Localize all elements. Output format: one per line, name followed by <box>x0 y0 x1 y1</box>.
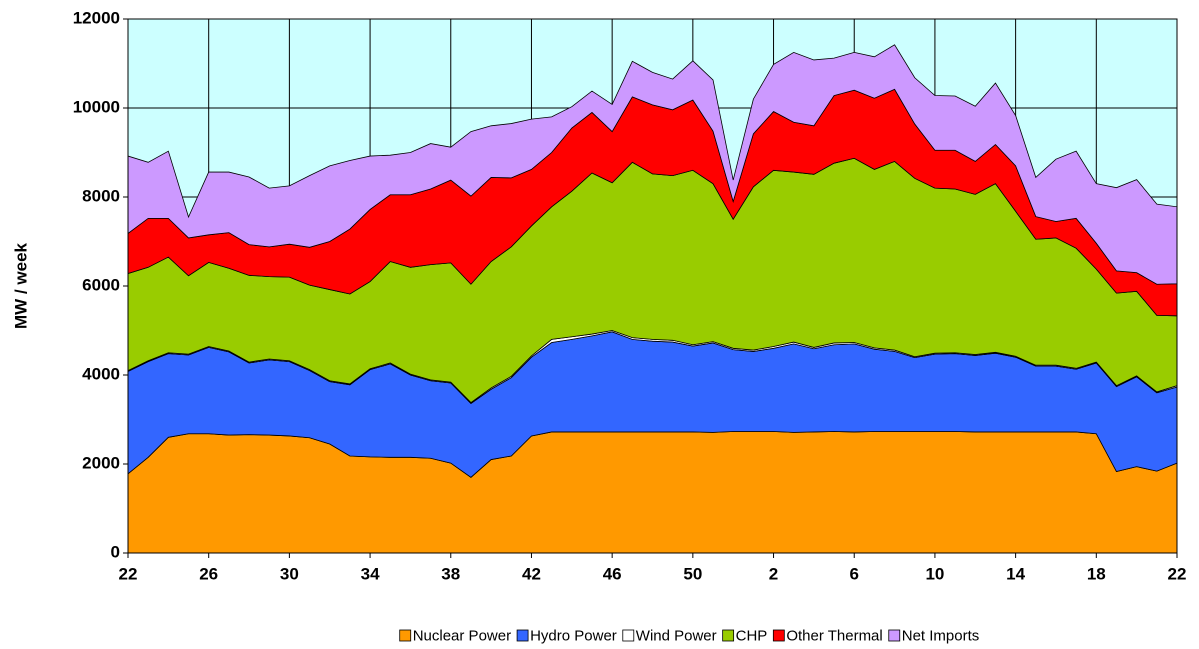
y-tick-label: 12000 <box>73 8 120 27</box>
x-tick-label: 22 <box>119 564 138 583</box>
x-tick-label: 30 <box>280 564 299 583</box>
x-tick-label: 22 <box>1168 564 1187 583</box>
legend-swatch <box>722 629 735 642</box>
legend-label: Wind Power <box>636 627 717 644</box>
legend-label: Nuclear Power <box>413 627 511 644</box>
x-tick-label: 14 <box>1006 564 1025 583</box>
x-tick-label: 42 <box>522 564 541 583</box>
legend-label: Other Thermal <box>786 627 882 644</box>
legend-swatch <box>516 629 529 642</box>
y-tick-label: 8000 <box>82 186 120 205</box>
x-tick-label: 6 <box>849 564 858 583</box>
legend-label: CHP <box>736 627 768 644</box>
x-tick-label: 46 <box>603 564 622 583</box>
x-tick-label: 26 <box>199 564 218 583</box>
area <box>127 431 1178 554</box>
y-tick-label: 0 <box>111 542 120 561</box>
legend-label: Hydro Power <box>530 627 617 644</box>
y-tick-label: 4000 <box>82 364 120 383</box>
x-tick-label: 38 <box>441 564 460 583</box>
legend-label: Net Imports <box>902 627 980 644</box>
x-tick-label: 34 <box>361 564 380 583</box>
x-tick-label: 10 <box>925 564 944 583</box>
legend-swatch <box>399 629 412 642</box>
x-tick-label: 2 <box>769 564 778 583</box>
legend-swatch <box>888 629 901 642</box>
y-tick-label: 10000 <box>73 97 120 116</box>
plot-frame <box>127 18 1178 554</box>
legend-swatch <box>622 629 635 642</box>
y-axis-label: MW / week <box>11 242 30 329</box>
y-tick-label: 6000 <box>82 275 120 294</box>
y-tick-label: 2000 <box>82 453 120 472</box>
x-tick-label: 18 <box>1087 564 1106 583</box>
legend-swatch <box>772 629 785 642</box>
x-tick-label: 50 <box>683 564 702 583</box>
